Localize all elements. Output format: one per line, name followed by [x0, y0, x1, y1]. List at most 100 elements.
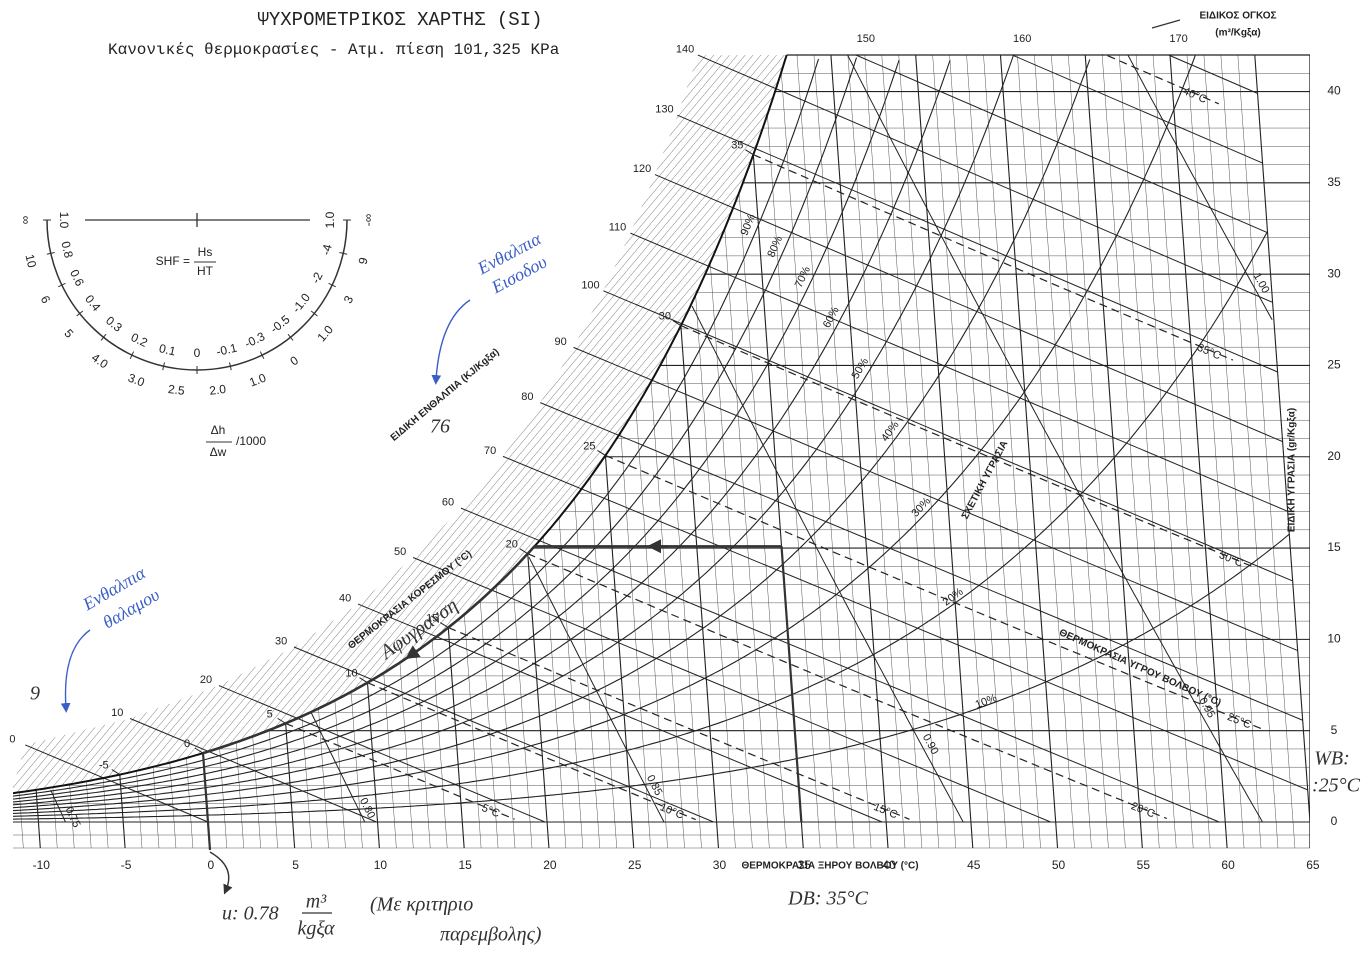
enthalpy-tick-label: 20: [200, 674, 212, 686]
wet-bulb-label: 40°C: [1181, 85, 1208, 106]
x-tick-label: 25: [628, 858, 642, 872]
grid-line: [119, 774, 126, 849]
shf-formula: SHF =: [156, 254, 190, 268]
grid-line-minor: [709, 262, 753, 849]
shf-scale-label: 0.6: [67, 267, 87, 288]
wet-bulb-line: [367, 682, 696, 821]
shf-scale-label: -0.1: [215, 341, 239, 359]
grid-line-minor: [252, 736, 261, 849]
shf-scale-label: -0.3: [242, 329, 267, 351]
chart-subtitle: Κανονικές θερμοκρασίες - Ατμ. πίεση 101,…: [108, 41, 560, 59]
wet-bulb-line: [527, 553, 1168, 820]
x-tick-label: 65: [1306, 858, 1320, 872]
specific-volume-line: [50, 789, 66, 823]
wet-bulb-line: [680, 325, 1256, 569]
saturation-tick: [440, 622, 449, 628]
grid-line: [1084, 54, 1143, 849]
grid-line-minor: [898, 54, 957, 849]
shf-scale-label: 1.0: [247, 370, 268, 389]
specific-volume-label: 0.75: [63, 805, 83, 829]
grid-line-minor: [1118, 54, 1177, 849]
x-tick-label: 30: [713, 858, 727, 872]
saturation-tick-label: 0: [184, 738, 190, 750]
saturation-tick: [359, 677, 368, 684]
enthalpy-tick-label: 60: [442, 497, 454, 509]
enthalpy-line: [218, 685, 546, 823]
y-tick-label: 10: [1327, 632, 1341, 646]
enthalpy-tick-label: 50: [394, 546, 406, 558]
grid-line-minor: [86, 781, 92, 849]
saturation-tick-label: 35: [731, 140, 743, 152]
process-line: [201, 753, 212, 851]
y-tick-label: 30: [1327, 266, 1341, 280]
y-tick-label: 15: [1327, 540, 1341, 554]
note-arrow: [209, 851, 233, 895]
grid-line-minor: [1034, 54, 1092, 849]
shf-ratio-num: Δh: [211, 423, 226, 437]
grid-line-minor: [69, 784, 75, 849]
saturation-tick: [745, 149, 754, 156]
hatched-band: [13, 55, 787, 794]
note-u: u: 0.78: [222, 903, 279, 925]
grid-line-minor: [864, 54, 923, 849]
shf-scale-label: -2: [308, 270, 325, 286]
x-axis-label: ΘΕΡΜΟΚΡΑΣΙΑ ΞΗΡΟΥ ΒΟΛΒΟΥ (°C): [741, 861, 918, 872]
enthalpy-tick-label: 100: [581, 279, 599, 291]
volume-unit: (m³/Kgξα): [1215, 28, 1260, 39]
grid-line: [1254, 54, 1310, 830]
grid-line-minor: [415, 651, 431, 849]
grid-line-minor: [1220, 54, 1279, 849]
x-tick-label: 20: [543, 858, 557, 872]
shf-scale-label: -4: [319, 243, 335, 257]
rh-line: [13, 57, 858, 800]
grid-line-minor: [932, 54, 990, 849]
x-tick-label: 55: [1137, 858, 1151, 872]
grid-line-minor: [152, 766, 160, 849]
x-tick-label: 10: [374, 858, 388, 872]
shf-scale-label: -∞: [361, 214, 375, 227]
rh-line: [13, 59, 900, 803]
enthalpy-line: [1168, 54, 1258, 94]
grid-line-minor: [1237, 54, 1296, 849]
pressure: 101,325: [454, 41, 521, 59]
enthalpy-tick-label: 70: [484, 445, 496, 457]
note-db: DB: 35°C: [787, 888, 868, 910]
rh-label: 70%: [793, 264, 813, 289]
x-tick-label: 15: [458, 858, 472, 872]
saturation-tick: [597, 450, 606, 456]
grid-line: [680, 325, 720, 849]
grid-line-minor: [966, 54, 1024, 849]
enthalpy-tick-label: 80: [521, 391, 533, 403]
process-curve: [202, 545, 536, 755]
shf-protractor: SHF = Hs HT Δh Δw /1000 1.00.80.60.40.30…: [19, 211, 375, 459]
grid-line-minor: [399, 662, 414, 849]
specific-volume-line: [1127, 54, 1273, 321]
specific-volume-line: [691, 305, 964, 823]
shf-tick: [58, 282, 66, 288]
saturation-tick-label: 10: [345, 668, 357, 680]
shf-scale-label: 6: [38, 293, 54, 306]
shf-scale-label: 9: [356, 256, 371, 266]
saturation-tick-label: 15: [426, 612, 438, 624]
grid-line-minor: [1203, 54, 1262, 849]
note-u-num: m³: [306, 891, 327, 913]
grid-line-minor: [635, 407, 668, 849]
grid-line-minor: [543, 536, 567, 849]
shf-ratio-tail: /1000: [236, 434, 266, 448]
grid-line-minor: [738, 192, 787, 849]
enthalpy-tick-label: 10: [111, 707, 123, 719]
grid-line-minor: [781, 72, 838, 849]
specific-volume-line: [310, 712, 366, 823]
enthalpy-tick-label: 30: [275, 636, 287, 648]
enthalpy-tick-label: 160: [1013, 33, 1031, 45]
grid-line-minor: [1101, 54, 1160, 849]
grid-line: [1169, 54, 1228, 849]
shf-scale-label: 1.0: [323, 211, 337, 228]
specific-volume-line: [528, 556, 665, 823]
grid-line-minor: [431, 639, 448, 849]
process-arrow: [405, 645, 421, 660]
y-tick-label: 20: [1327, 449, 1341, 463]
rh-label: 60%: [821, 305, 842, 330]
enthalpy-line: [502, 455, 1308, 791]
handwritten-notes: Ενθαλπια Εισοδου 76 Ενθαλπια θαλαμου 9 Α…: [30, 228, 1361, 945]
